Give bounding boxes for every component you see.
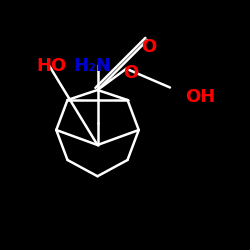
Text: O: O	[124, 64, 139, 82]
Text: H₂N: H₂N	[74, 57, 112, 75]
Text: HO: HO	[36, 57, 66, 75]
Text: OH: OH	[185, 88, 215, 106]
Text: O: O	[141, 38, 156, 56]
